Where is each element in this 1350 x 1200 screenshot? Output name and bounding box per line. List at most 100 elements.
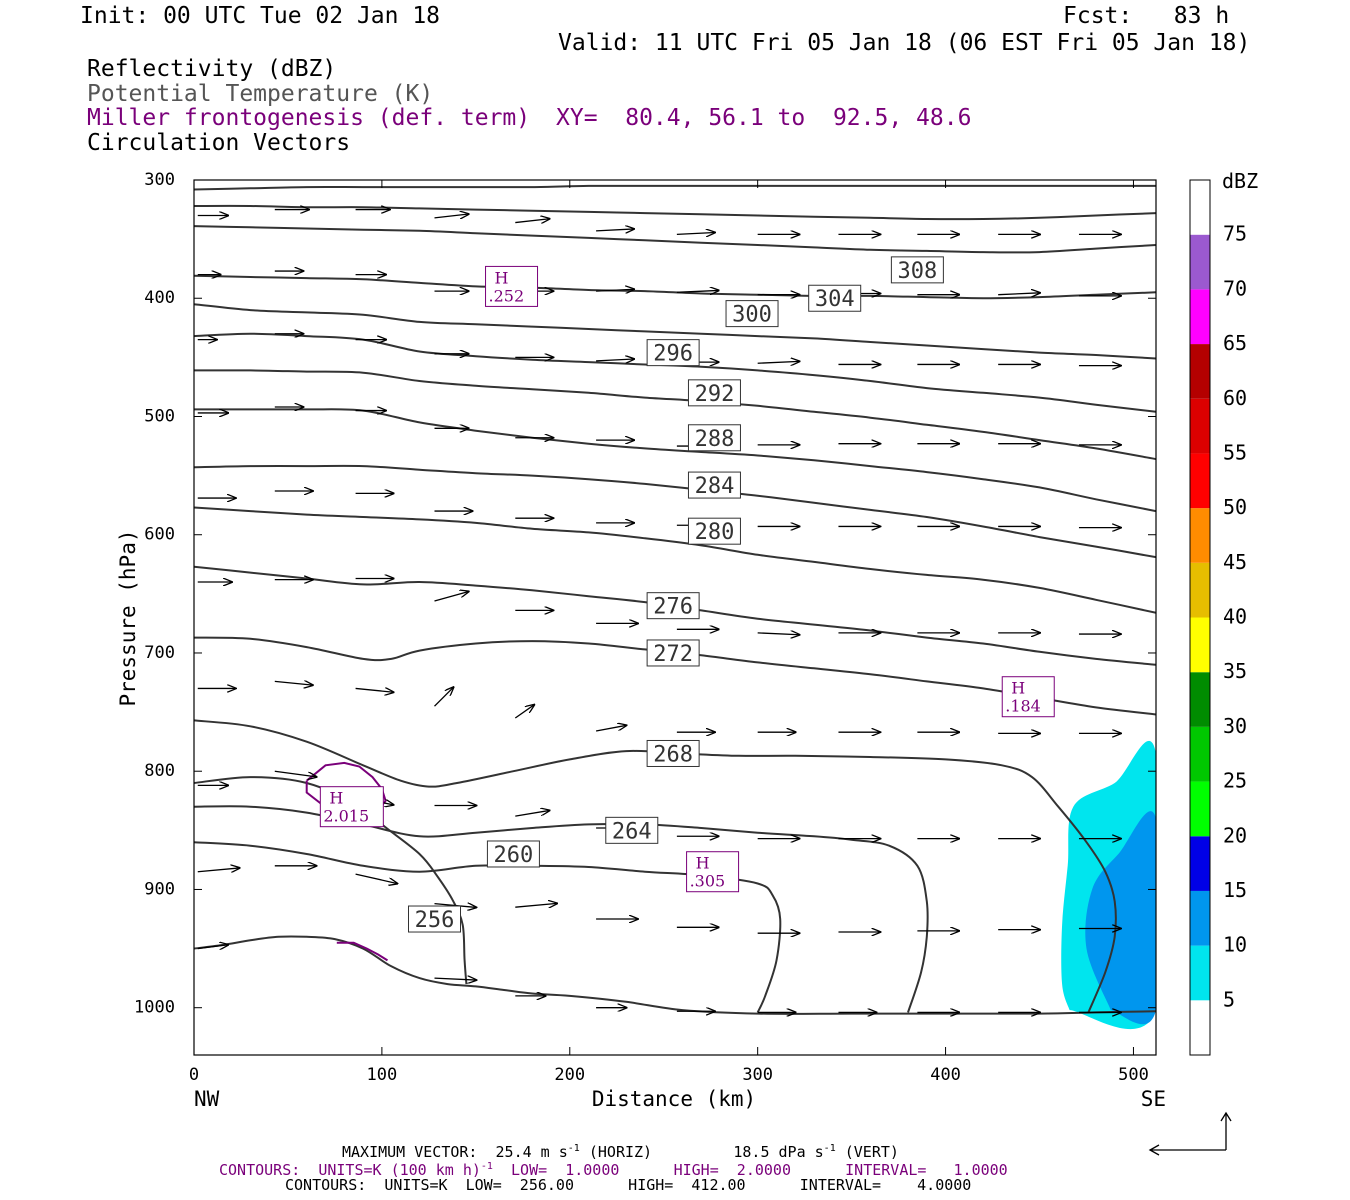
colorbar-label: 50 [1223,495,1247,519]
theta-label-box [646,739,700,767]
colorbar-bin [1190,289,1210,345]
circulation-vector [274,770,317,777]
colorbar-bin [1190,398,1210,454]
circulation-vector [434,687,454,707]
theta-label-text: 296 [653,342,693,367]
x-end-label-right: SE [1141,1087,1166,1111]
colorbar-bin [1190,344,1210,399]
colorbar-label: 65 [1223,331,1247,355]
circulation-vector [355,688,394,692]
y-tick-label: 300 [144,170,175,190]
circulation-vector [434,978,477,980]
circulation-vector [434,214,469,218]
fronto-label-box [485,265,539,307]
fronto-label-value: 2.015 [323,807,369,826]
circulation-vector [676,290,719,292]
colorbar-label: 35 [1223,659,1247,683]
y-tick-label: 800 [144,761,175,781]
x-end-label-left: NW [194,1087,220,1111]
max-vector-vert-unit: (VERT) [844,1143,899,1161]
theta-label-text: 280 [695,520,735,545]
theta-label-box [725,300,779,328]
theta-label-text: 308 [898,259,938,284]
theta-label-280: 280 [687,517,741,545]
theta-contour-info: CONTOURS: UNITS=K LOW= 256.00 HIGH= 412.… [285,1176,972,1194]
max-vector-horiz: 25.4 m s [495,1143,568,1161]
max-vector-vert-exp: -1 [823,1143,836,1154]
plot-frame [193,179,1157,1056]
colorbar-bin [1190,453,1210,509]
max-vector-horiz-unit: (HORIZ) [588,1143,653,1161]
colorbar-label: 45 [1223,550,1247,574]
x-tick-label: 400 [930,1065,961,1085]
theta-label-256: 256 [408,905,461,933]
y-tick-label: 600 [144,525,175,545]
theta-label-304: 304 [808,284,862,312]
field-reflectivity: Reflectivity (dBZ) [87,56,337,82]
circulation-vector [197,945,228,949]
theta-label-264: 264 [605,816,659,844]
max-vector-vert: 18.5 dPa s [733,1143,824,1161]
theta-label-276: 276 [646,592,700,620]
y-axis-title: Pressure (hPa) [116,529,140,706]
colorbar-label: 60 [1223,386,1247,410]
y-tick-label: 1000 [134,998,175,1018]
fronto-label-box [686,851,740,893]
fronto-label-value: .305 [690,872,726,891]
fronto-label-box [1001,676,1055,718]
y-tick-label: 400 [144,288,175,308]
theta-contour-292 [194,369,1156,461]
colorbar-label: 15 [1223,878,1247,902]
theta-contour-280 [194,506,1156,614]
circulation-vector [595,725,626,732]
colorbar-bin [1190,781,1210,837]
fronto-label-mark: H [696,854,710,873]
colorbar-label: 40 [1223,605,1247,629]
circulation-vector [757,633,800,635]
theta-label-text: 288 [695,427,735,452]
theta-label-text: 272 [653,642,693,667]
colorbar-label: 25 [1223,769,1247,793]
colorbar-bin [1190,180,1210,235]
theta-contour-256 [194,776,468,985]
circulation-vector [274,681,313,685]
circulation-vector [596,359,634,361]
theta-label-text: 256 [415,908,455,933]
field-potential-temperature: Potential Temperature (K) [87,81,434,107]
fronto-label-box [319,786,384,828]
theta-label-box [408,905,461,933]
axes: 300 400 500 600 700 800 900 1000 0 100 200 300 400 50… [116,170,1166,1111]
fronto-label-value: .184 [1005,697,1041,716]
theta-contour-264 [194,805,929,1013]
circulation-vectors [197,210,1121,1013]
theta-contour-300 [194,303,1156,360]
fronto-contour-2 [336,941,389,962]
theta-label-296: 296 [646,339,700,367]
colorbar-label: 30 [1223,714,1247,738]
theta-label-272: 272 [646,639,700,667]
colorbar-label: 5 [1223,987,1235,1011]
max-vector-horiz-exp: -1 [567,1143,580,1154]
circulation-vector [596,229,634,231]
colorbar-bin [1190,836,1210,891]
reflectivity-layer [1061,741,1156,1030]
theta-contour-260 [194,841,782,1013]
colorbar: 5 10 15 20 25 30 35 40 45 50 55 60 65 70 75 dBZ [1189,169,1258,1056]
theta-label-text: 300 [732,303,772,328]
valid-time: Valid: 11 UTC Fri 05 Jan 18 (06 EST Fri … [558,30,1251,56]
field-circulation-vectors: Circulation Vectors [87,130,351,156]
theta-contour-256 [194,935,1156,1015]
fronto-label-mark: H [495,268,509,287]
theta-label-300: 300 [725,300,779,328]
fronto-label-mark: H [329,789,343,808]
fronto-contour-range: LOW= 1.0000 HIGH= 2.0000 INTERVAL= 1.000… [492,1161,1008,1179]
circulation-vector [515,219,549,223]
x-tick-label: 300 [742,1065,773,1085]
x-tick-label: 500 [1118,1065,1149,1085]
colorbar-bin [1190,890,1210,946]
theta-label-box [687,471,741,499]
theta-contour-312 [194,204,1156,221]
